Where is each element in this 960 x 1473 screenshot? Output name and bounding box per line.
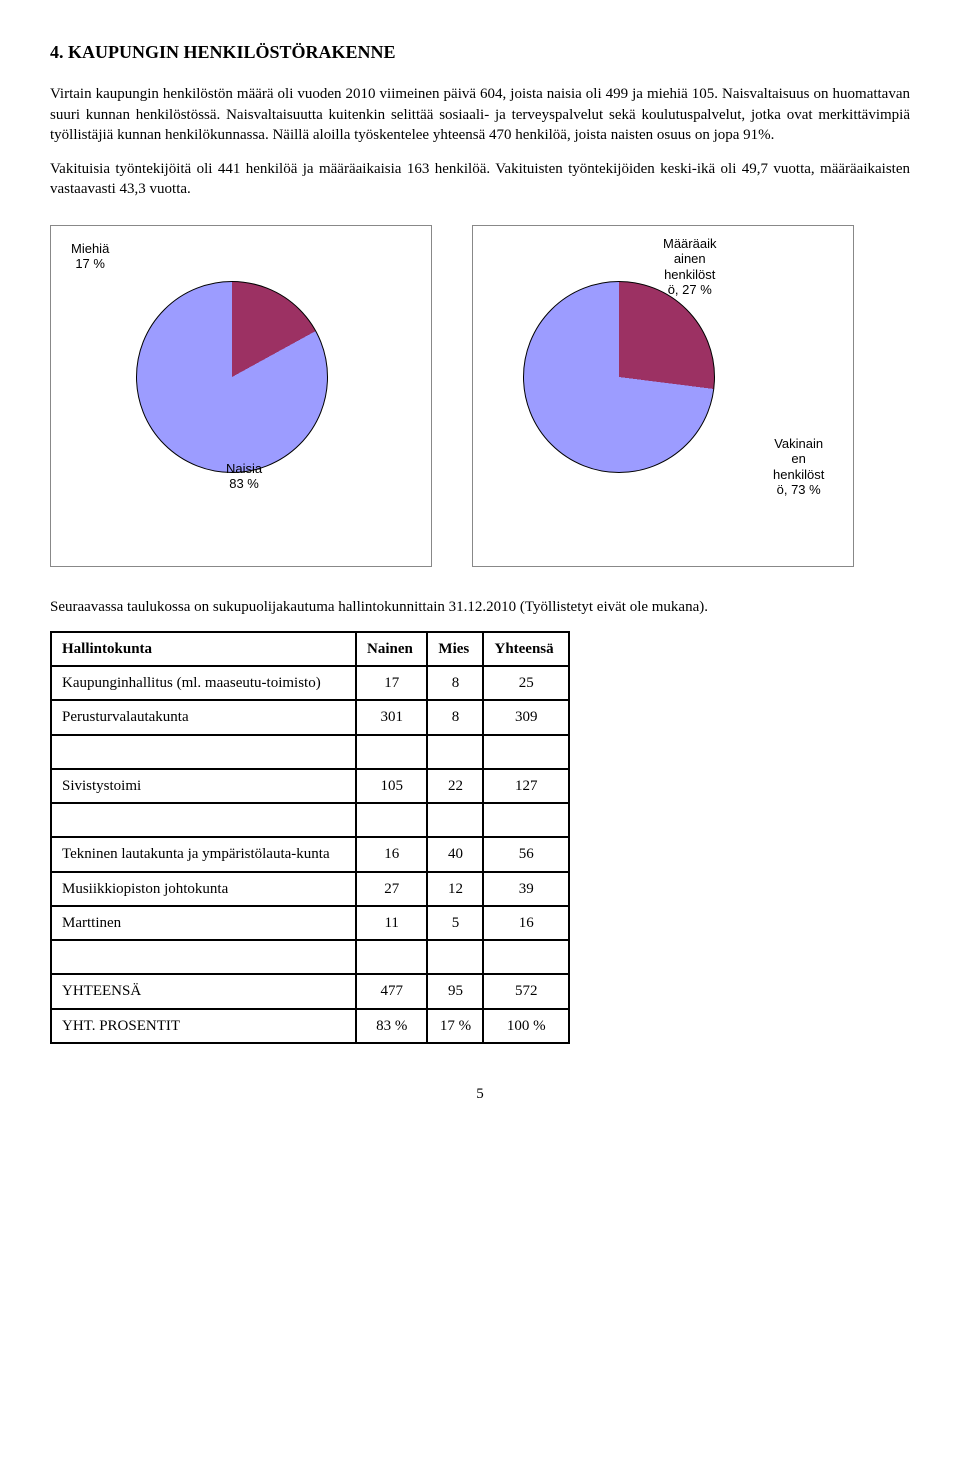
pie	[136, 281, 328, 473]
table-spacer-cell	[427, 803, 483, 837]
pie-slice-label: Vakinain en henkilöst ö, 73 %	[773, 436, 824, 498]
table-cell: 572	[483, 974, 569, 1008]
table-cell: Musiikkiopiston johtokunta	[51, 872, 356, 906]
table-spacer-cell	[483, 940, 569, 974]
table-cell: Kaupunginhallitus (ml. maaseutu-toimisto…	[51, 666, 356, 700]
gender-pie-chart: Miehiä 17 % Naisia 83 %	[50, 225, 432, 567]
table-cell: 309	[483, 700, 569, 734]
table-spacer-row	[51, 735, 569, 769]
table-cell: 301	[356, 700, 427, 734]
table-cell: 11	[356, 906, 427, 940]
table-cell: Marttinen	[51, 906, 356, 940]
pie-slice-label: Naisia 83 %	[226, 461, 262, 492]
table-row: Perusturvalautakunta3018309	[51, 700, 569, 734]
table-cell: YHTEENSÄ	[51, 974, 356, 1008]
table-row: YHT. PROSENTIT83 %17 %100 %	[51, 1009, 569, 1043]
table-spacer-row	[51, 803, 569, 837]
gender-by-department-table: HallintokuntaNainenMiesYhteensä Kaupungin…	[50, 631, 570, 1044]
table-spacer-cell	[51, 803, 356, 837]
table-cell: 12	[427, 872, 483, 906]
table-header-cell: Mies	[427, 632, 483, 666]
paragraph-1: Virtain kaupungin henkilöstön määrä oli …	[50, 84, 910, 145]
table-cell: 27	[356, 872, 427, 906]
table-cell: 39	[483, 872, 569, 906]
pie	[523, 281, 715, 473]
table-header-cell: Nainen	[356, 632, 427, 666]
table-spacer-row	[51, 940, 569, 974]
table-cell: 25	[483, 666, 569, 700]
pie-slice-label: Määräaik ainen henkilöst ö, 27 %	[663, 236, 716, 298]
table-cell: Sivistystoimi	[51, 769, 356, 803]
table-spacer-cell	[483, 735, 569, 769]
table-cell: 477	[356, 974, 427, 1008]
table-row: Musiikkiopiston johtokunta271239	[51, 872, 569, 906]
table-cell: Perusturvalautakunta	[51, 700, 356, 734]
paragraph-2: Vakituisia työntekijöitä oli 441 henkilö…	[50, 159, 910, 200]
table-cell: 56	[483, 837, 569, 871]
table-spacer-cell	[51, 735, 356, 769]
table-row: Sivistystoimi10522127	[51, 769, 569, 803]
table-spacer-cell	[356, 735, 427, 769]
table-cell: 17 %	[427, 1009, 483, 1043]
table-spacer-cell	[483, 803, 569, 837]
table-cell: 40	[427, 837, 483, 871]
table-row: YHTEENSÄ47795572	[51, 974, 569, 1008]
table-cell: 17	[356, 666, 427, 700]
paragraph-3: Seuraavassa taulukossa on sukupuolijakau…	[50, 597, 910, 617]
table-cell: 127	[483, 769, 569, 803]
page-number: 5	[50, 1084, 910, 1104]
table-spacer-cell	[51, 940, 356, 974]
table-row: Kaupunginhallitus (ml. maaseutu-toimisto…	[51, 666, 569, 700]
table-cell: Tekninen lautakunta ja ympäristölauta-ku…	[51, 837, 356, 871]
table-cell: 95	[427, 974, 483, 1008]
table-cell: 22	[427, 769, 483, 803]
table-cell: 16	[356, 837, 427, 871]
table-cell: 8	[427, 666, 483, 700]
table-spacer-cell	[356, 940, 427, 974]
table-spacer-cell	[427, 940, 483, 974]
table-cell: 8	[427, 700, 483, 734]
table-cell: 83 %	[356, 1009, 427, 1043]
pie-slice-label: Miehiä 17 %	[71, 241, 109, 272]
table-cell: 100 %	[483, 1009, 569, 1043]
table-row: Marttinen11516	[51, 906, 569, 940]
table-cell: 105	[356, 769, 427, 803]
table-spacer-cell	[356, 803, 427, 837]
section-heading: 4. KAUPUNGIN HENKILÖSTÖRAKENNE	[50, 40, 910, 64]
table-cell: 5	[427, 906, 483, 940]
table-row: Tekninen lautakunta ja ympäristölauta-ku…	[51, 837, 569, 871]
table-cell: 16	[483, 906, 569, 940]
table-header-cell: Yhteensä	[483, 632, 569, 666]
table-cell: YHT. PROSENTIT	[51, 1009, 356, 1043]
table-spacer-cell	[427, 735, 483, 769]
charts-row: Miehiä 17 % Naisia 83 % Määräaik ainen he…	[50, 225, 910, 567]
employment-type-pie-chart: Määräaik ainen henkilöst ö, 27 % Vakinain…	[472, 225, 854, 567]
table-header-cell: Hallintokunta	[51, 632, 356, 666]
